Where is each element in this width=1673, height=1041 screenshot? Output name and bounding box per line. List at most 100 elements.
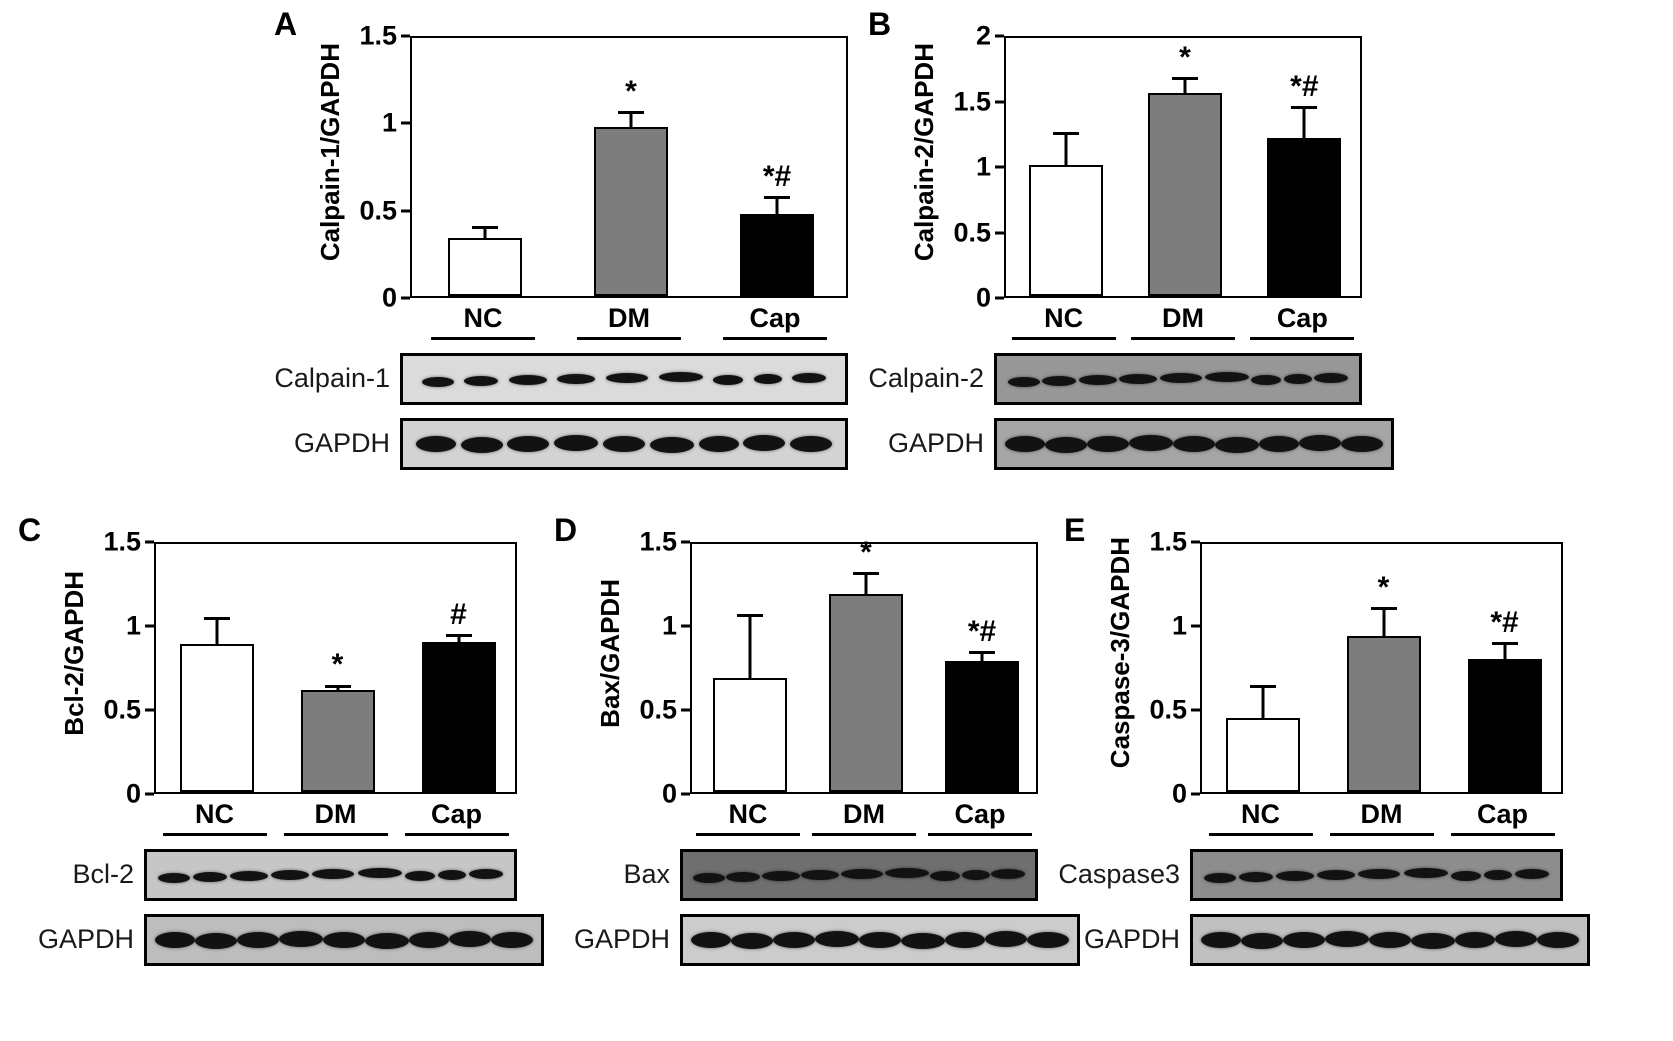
category-dm: DM (1321, 799, 1442, 836)
protein-band (773, 931, 815, 948)
error-bar-stem (1064, 135, 1068, 165)
error-bar (618, 110, 644, 127)
error-bar-stem (1261, 687, 1264, 719)
protein-band (507, 435, 550, 452)
blot-row: Bax (548, 848, 1038, 901)
y-tick: 1 (381, 107, 410, 138)
category-nc: NC (690, 799, 806, 836)
y-axis-title-box: Bax/GAPDH (592, 512, 628, 794)
bar-dm (829, 593, 903, 792)
western-blot-image (994, 352, 1362, 405)
protein-band (230, 870, 269, 881)
x-axis-categories: NC DM Cap (410, 303, 848, 340)
western-blot-image (144, 913, 544, 966)
protein-band (1239, 871, 1274, 882)
western-blot-image (1190, 848, 1563, 901)
category-cap: Cap (396, 799, 517, 836)
protein-band (731, 932, 773, 949)
y-tick: 1 (662, 612, 690, 640)
protein-band (1411, 932, 1455, 949)
bar-chart: C Bcl-2/GAPDH 0 0.5 1 1.5 * # (12, 512, 517, 807)
bar-cap (740, 213, 814, 296)
protein-band (323, 931, 365, 948)
protein-band (415, 435, 456, 452)
blot-label: GAPDH (573, 924, 670, 955)
category-cap: Cap (702, 303, 848, 340)
y-tick-mark (1191, 708, 1200, 712)
protein-band (491, 931, 533, 948)
protein-band (1204, 371, 1249, 382)
protein-band (930, 870, 961, 881)
significance-marker: # (450, 598, 467, 632)
protein-band (1204, 872, 1237, 883)
protein-band (508, 374, 547, 385)
y-tick-mark (995, 231, 1004, 234)
protein-band (792, 372, 827, 383)
protein-band (985, 930, 1027, 947)
y-tick-mark (145, 540, 154, 544)
protein-band (859, 931, 901, 948)
bar-chart: A Calpain-1/GAPDH 0 0.5 1 1.5 * *# (268, 6, 848, 311)
protein-band (1045, 436, 1087, 453)
blot-row: GAPDH (12, 913, 544, 966)
y-tick: 0.5 (103, 696, 154, 724)
category-underline (1329, 832, 1434, 836)
protein-band (945, 931, 985, 948)
y-axis: 0 0.5 1 1.5 (348, 22, 410, 311)
category-underline (1208, 832, 1313, 836)
protein-band (649, 436, 694, 453)
y-tick-label: 1.5 (103, 526, 141, 557)
protein-band (449, 930, 491, 947)
protein-band (158, 872, 191, 883)
protein-band (1455, 931, 1495, 948)
y-tick-mark (681, 540, 690, 544)
error-bar (445, 634, 472, 643)
category-underline (577, 336, 681, 340)
protein-band (468, 868, 503, 879)
panel-A: A Calpain-1/GAPDH 0 0.5 1 1.5 * *# NC DM Cap Calpai… (268, 6, 848, 470)
y-tick-label: 0.5 (1149, 694, 1187, 725)
panel-B: B Calpain-2/GAPDH 0 0.5 1 1.5 2 * *# NC DM Cap Calpa… (862, 6, 1394, 470)
y-tick: 0.5 (953, 219, 1004, 246)
error-bar-stem (1302, 109, 1306, 138)
category-label: Cap (954, 799, 1006, 829)
protein-band (1450, 870, 1481, 881)
blot-row: GAPDH (862, 417, 1394, 470)
error-bar (1172, 77, 1198, 93)
plot-area: * *# (1004, 36, 1362, 298)
bar-cap (945, 660, 1019, 792)
plot-area: * *# (410, 36, 848, 298)
y-tick: 0.5 (359, 197, 410, 224)
protein-band (726, 871, 761, 882)
category-nc: NC (1004, 303, 1123, 340)
y-tick-label: 0 (125, 778, 141, 809)
y-tick-mark (1191, 792, 1200, 796)
y-tick-label: 1 (381, 107, 397, 138)
protein-band (1078, 374, 1117, 385)
bar-chart: E Caspase-3/GAPDH 0 0.5 1 1.5 * *# (1058, 512, 1563, 807)
category-label: DM (1161, 303, 1204, 333)
protein-band (1325, 930, 1369, 947)
category-underline (431, 336, 535, 340)
y-axis: 0 0.5 1 1.5 (1138, 528, 1200, 807)
category-dm: DM (556, 303, 702, 340)
protein-band (1314, 372, 1349, 383)
protein-band (790, 435, 833, 452)
panel-C: C Bcl-2/GAPDH 0 0.5 1 1.5 * # NC DM Cap Bcl-2 GAPDH (12, 512, 544, 966)
panel-letter: D (554, 512, 578, 548)
protein-band (840, 868, 883, 879)
error-bar-stem (748, 616, 752, 678)
protein-band (753, 373, 782, 384)
panel-letter: C (18, 512, 42, 548)
protein-band (557, 373, 596, 384)
y-tick-mark (995, 34, 1004, 38)
blot-label: GAPDH (1083, 924, 1180, 955)
protein-band (421, 376, 454, 387)
significance-marker: *# (762, 160, 792, 194)
y-tick: 1 (1172, 612, 1200, 640)
western-blot-image (400, 352, 848, 405)
protein-band (312, 868, 355, 879)
protein-band (1276, 870, 1315, 881)
error-bar (1370, 607, 1397, 636)
y-tick-label: 2 (975, 20, 991, 51)
